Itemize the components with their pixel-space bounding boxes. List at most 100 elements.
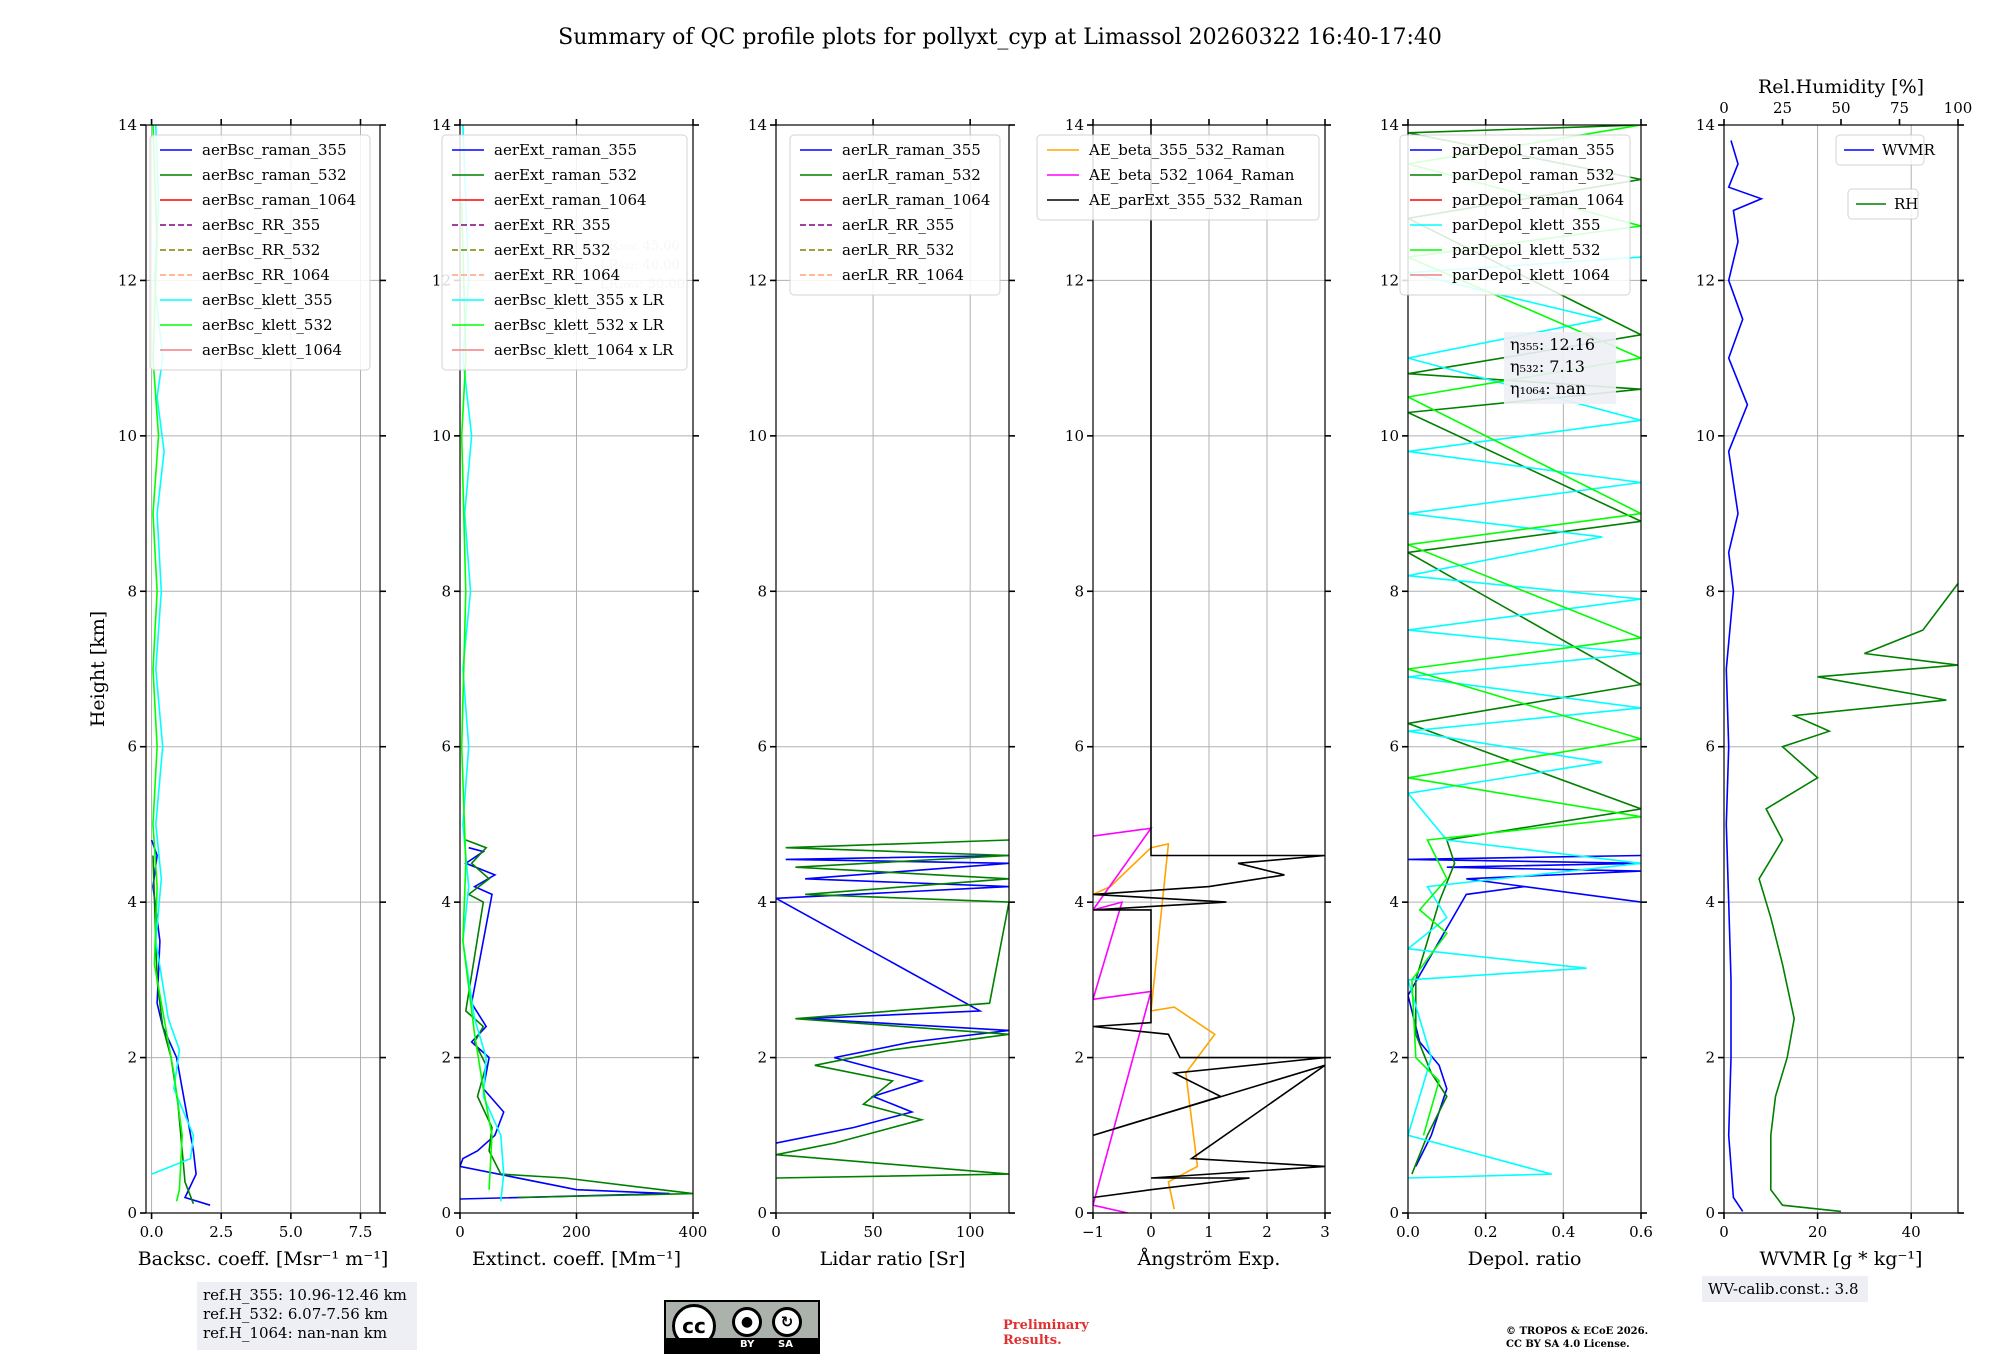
xtick-label: 0.6 bbox=[1629, 1223, 1653, 1241]
legend-label: WVMR bbox=[1882, 141, 1936, 159]
copyright-line-1: © TROPOS & ECoE 2026. bbox=[1506, 1326, 1649, 1337]
legend-label: aerLR_RR_355 bbox=[842, 216, 954, 234]
ytick-label: 0 bbox=[1389, 1204, 1399, 1222]
x2tick-label: 0 bbox=[1719, 99, 1729, 117]
preliminary-line-1: Preliminary bbox=[1003, 1318, 1089, 1333]
x2tick-label: 100 bbox=[1944, 99, 1973, 117]
ytick-label: 0 bbox=[1705, 1204, 1715, 1222]
cc-label-bar: BY SA bbox=[666, 1338, 818, 1352]
legend-label: aerExt_RR_355 bbox=[494, 216, 611, 234]
xtick-label: 400 bbox=[679, 1223, 708, 1241]
legend-label: aerLR_raman_1064 bbox=[842, 191, 990, 209]
ytick-label: 0 bbox=[1074, 1204, 1084, 1222]
series-line-aerbsc-klett-532 bbox=[152, 125, 184, 1202]
ytick-label: 12 bbox=[748, 271, 767, 289]
legend-label: aerBsc_klett_355 bbox=[202, 291, 333, 309]
ytick-label: 14 bbox=[432, 116, 451, 134]
ytick-label: 8 bbox=[1389, 582, 1399, 600]
ytick-label: 14 bbox=[1696, 116, 1715, 134]
legend-label: aerLR_raman_355 bbox=[842, 141, 981, 159]
ytick-label: 4 bbox=[441, 893, 451, 911]
ytick-label: 4 bbox=[127, 893, 137, 911]
ytick-label: 8 bbox=[757, 582, 767, 600]
ytick-label: 10 bbox=[748, 427, 767, 445]
x-axis-label: Ångström Exp. bbox=[1137, 1248, 1281, 1270]
cc-license-logo: cc ● ↻ BY SA bbox=[664, 1300, 820, 1354]
xtick-label: 20 bbox=[1808, 1223, 1827, 1241]
ytick-label: 6 bbox=[1074, 738, 1084, 756]
ref-height-1064: ref.H_1064: nan-nan km bbox=[203, 1324, 388, 1342]
legend-label: parDepol_klett_355 bbox=[1452, 216, 1601, 234]
panel-lidar_ratio: 0 2 4 6 8 10 12 14 0 50 100 Lidar ratio [Sr] aerLR_r… bbox=[748, 116, 1015, 1270]
figure-title: Summary of QC profile plots for pollyxt_… bbox=[558, 25, 1442, 50]
legend-label: aerLR_RR_532 bbox=[842, 241, 954, 259]
ref-height-532: ref.H_532: 6.07-7.56 km bbox=[203, 1305, 388, 1323]
legend-box bbox=[441, 134, 688, 371]
xtick-label: 0.2 bbox=[1474, 1223, 1498, 1241]
reference-height-box: ref.H_355: 10.96-12.46 km ref.H_532: 6.0… bbox=[197, 1282, 417, 1350]
series-line-ae-beta-532-1064-raman bbox=[1093, 827, 1153, 1213]
legend-label: aerExt_raman_1064 bbox=[494, 191, 647, 209]
ytick-label: 2 bbox=[757, 1049, 767, 1067]
x-axis-label: WVMR [g * kg⁻¹] bbox=[1760, 1248, 1923, 1270]
ytick-label: 2 bbox=[441, 1049, 451, 1067]
ytick-label: 10 bbox=[118, 427, 137, 445]
legend-label: parDepol_klett_1064 bbox=[1452, 266, 1610, 284]
legend-label: aerExt_raman_355 bbox=[494, 141, 637, 159]
axes-frame bbox=[145, 124, 381, 1214]
series-group bbox=[1725, 140, 1958, 1213]
legend-box bbox=[1036, 134, 1320, 221]
axes-frame bbox=[1723, 124, 1959, 1214]
xtick-label: 0 bbox=[771, 1223, 781, 1241]
panel-backscatter: 0 2 4 6 8 10 12 14 0.0 2.5 5.0 7.5 Backsc. coeff. [M… bbox=[87, 116, 388, 1270]
annotation-text: η₅₃₂: 7.13 bbox=[1510, 357, 1585, 376]
legend-label: parDepol_klett_532 bbox=[1452, 241, 1601, 259]
series-group bbox=[460, 125, 693, 1202]
xtick-label: 0 bbox=[1719, 1223, 1729, 1241]
series-line-ae-beta-355-532-raman bbox=[1093, 842, 1216, 1210]
ytick-label: 0 bbox=[127, 1204, 137, 1222]
preliminary-results-note: Preliminary Results. bbox=[1003, 1318, 1089, 1348]
annotation-text: η₃₅₅: 12.16 bbox=[1510, 335, 1595, 354]
xtick-label: 7.5 bbox=[349, 1223, 373, 1241]
legend-label: parDepol_raman_1064 bbox=[1452, 191, 1624, 209]
ytick-label: 0 bbox=[441, 1204, 451, 1222]
xtick-label: 0.4 bbox=[1551, 1223, 1575, 1241]
x2-axis-label: Rel.Humidity [%] bbox=[1758, 76, 1924, 98]
xtick-label: 0.0 bbox=[1396, 1223, 1420, 1241]
x-axis-label: Depol. ratio bbox=[1468, 1248, 1582, 1270]
legend-label: aerExt_raman_532 bbox=[494, 166, 637, 184]
legend-box bbox=[1835, 134, 1925, 166]
ytick-label: 0 bbox=[757, 1204, 767, 1222]
legend-label: aerBsc_klett_1064 x LR bbox=[494, 341, 674, 359]
series-line-aerlr-raman-355 bbox=[776, 854, 1009, 1144]
legend-label: aerBsc_raman_355 bbox=[202, 141, 347, 159]
series-line-aerbsc-klett-532-x-lr bbox=[460, 202, 493, 1190]
series-group bbox=[150, 125, 211, 1206]
series-line-aerbsc-klett-355-x-lr bbox=[462, 125, 505, 1202]
ytick-label: 2 bbox=[1705, 1049, 1715, 1067]
legend-label: AE_parExt_355_532_Raman bbox=[1088, 191, 1303, 209]
legend-box bbox=[789, 134, 1001, 296]
legend-label: parDepol_raman_532 bbox=[1452, 166, 1615, 184]
x2tick-label: 50 bbox=[1831, 99, 1850, 117]
ytick-label: 4 bbox=[757, 893, 767, 911]
copyright-note: © TROPOS & ECoE 2026. CC BY SA 4.0 Licen… bbox=[1506, 1325, 1648, 1351]
xtick-label: 200 bbox=[562, 1223, 591, 1241]
panel-depol: 0 2 4 6 8 10 12 14 0.0 0.2 0.4 0.6 Depol. ratio η₃₅₅:… bbox=[1380, 116, 1653, 1270]
legend-label: aerBsc_klett_532 bbox=[202, 316, 333, 334]
wv-calibration-box: WV-calib.const.: 3.8 bbox=[1702, 1276, 1868, 1302]
ytick-label: 12 bbox=[1696, 271, 1715, 289]
cc-sa-label: SA bbox=[778, 1339, 793, 1350]
ytick-label: 4 bbox=[1074, 893, 1084, 911]
preliminary-line-2: Results. bbox=[1003, 1333, 1062, 1348]
ytick-label: 12 bbox=[1380, 271, 1399, 289]
x-axis-label: Backsc. coeff. [Msr⁻¹ m⁻¹] bbox=[138, 1248, 389, 1270]
legend-label: aerBsc_klett_532 x LR bbox=[494, 316, 665, 334]
copyright-line-2: CC BY SA 4.0 License. bbox=[1506, 1339, 1630, 1350]
annotation-box bbox=[1504, 332, 1616, 404]
wv-calibration-text: WV-calib.const.: 3.8 bbox=[1708, 1280, 1859, 1298]
